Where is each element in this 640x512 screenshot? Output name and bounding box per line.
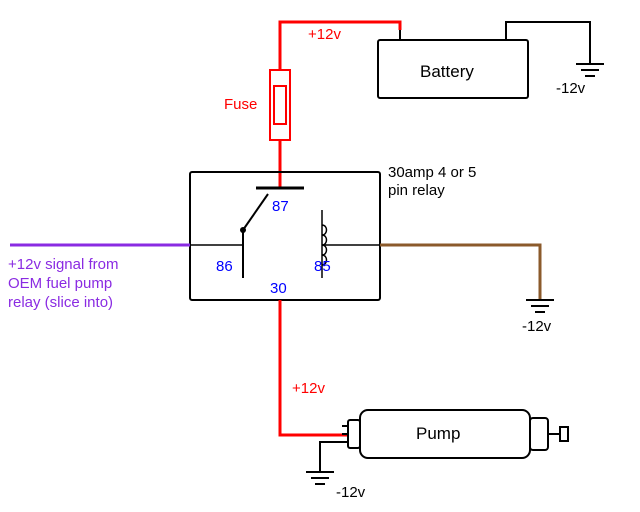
label-minus12-relay: -12v: [522, 318, 551, 335]
label-plus12-pump: +12v: [292, 380, 325, 397]
label-pin30: 30: [270, 280, 287, 297]
fuse-inner: [274, 86, 286, 124]
wire-pump-ground: [320, 442, 346, 472]
wire-30-pump: [280, 300, 348, 435]
label-pin86: 86: [216, 258, 233, 275]
label-minus12-batt: -12v: [556, 80, 585, 97]
label-minus12-pump: -12v: [336, 484, 365, 501]
label-pin87: 87: [272, 198, 289, 215]
wire-85-ground: [380, 245, 540, 300]
label-pin85: 85: [314, 258, 331, 275]
ground-battery: [576, 64, 604, 76]
label-battery: Battery: [420, 62, 474, 82]
ground-relay: [526, 300, 554, 312]
ground-pump: [306, 472, 334, 484]
label-fuse: Fuse: [224, 96, 257, 113]
label-plus12-top: +12v: [308, 26, 341, 43]
label-signal: +12v signal from OEM fuel pump relay (sl…: [8, 256, 118, 312]
label-pump: Pump: [416, 424, 460, 444]
wire-batt-ground: [506, 22, 590, 64]
label-relay-desc: 30amp 4 or 5 pin relay: [388, 164, 476, 200]
